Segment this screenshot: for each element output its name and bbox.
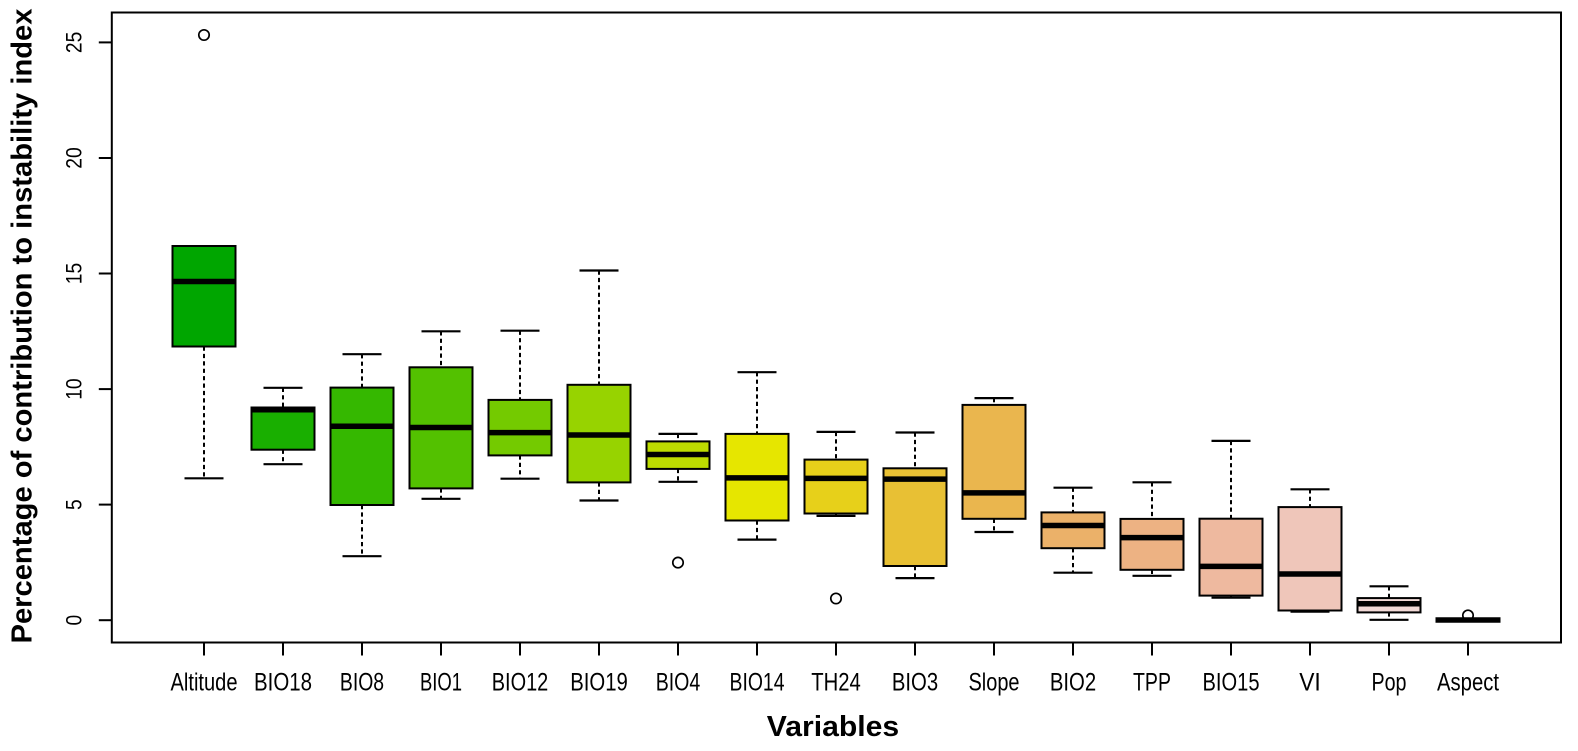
svg-text:Pop: Pop [1372, 669, 1407, 697]
svg-text:25: 25 [61, 32, 86, 53]
svg-text:BIO12: BIO12 [492, 669, 549, 697]
svg-text:BIO18: BIO18 [254, 669, 312, 697]
svg-text:BIO4: BIO4 [656, 669, 701, 697]
svg-text:VI: VI [1299, 669, 1321, 697]
svg-text:BIO3: BIO3 [892, 669, 938, 697]
svg-text:BIO15: BIO15 [1203, 669, 1260, 697]
svg-text:BIO1: BIO1 [420, 669, 462, 697]
svg-text:20: 20 [61, 147, 86, 168]
svg-text:BIO2: BIO2 [1050, 669, 1096, 697]
svg-text:Altitude: Altitude [171, 669, 238, 697]
svg-text:10: 10 [61, 378, 86, 399]
svg-text:TH24: TH24 [811, 669, 861, 697]
svg-text:15: 15 [61, 263, 86, 284]
svg-text:5: 5 [61, 499, 86, 510]
svg-text:BIO14: BIO14 [730, 669, 785, 697]
svg-text:Percentage of contribution to: Percentage of contribution to instabilit… [7, 9, 39, 644]
svg-text:Aspect: Aspect [1437, 669, 1499, 697]
svg-text:0: 0 [61, 615, 86, 626]
svg-text:TPP: TPP [1133, 669, 1171, 697]
svg-text:BIO8: BIO8 [340, 669, 384, 697]
svg-text:Slope: Slope [969, 669, 1020, 697]
svg-text:BIO19: BIO19 [570, 669, 628, 697]
svg-text:Variables: Variables [767, 711, 899, 743]
